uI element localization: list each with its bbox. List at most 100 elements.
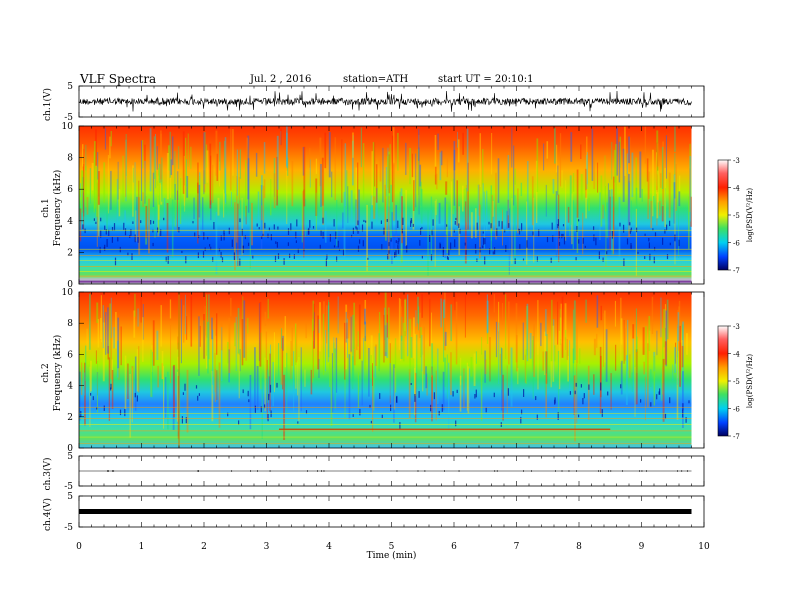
ch1-spec-streak — [641, 188, 643, 202]
ch1-spec-streak — [611, 196, 614, 255]
ch1-spec-speckle — [482, 245, 484, 248]
ch1-spec-streak — [343, 191, 346, 258]
ch2-spec-streak — [152, 320, 155, 366]
ch2-spec-streak — [345, 311, 347, 343]
ch1-spec-speckle — [277, 226, 279, 230]
ch2-spec-streak — [212, 376, 214, 394]
ch1-spec-streak — [273, 158, 276, 197]
ch1-spec-streak — [98, 196, 100, 236]
ch2-spec-streak — [666, 299, 669, 340]
ch2-spec-streak — [429, 298, 431, 347]
ch1-spec-streak — [83, 148, 85, 217]
ch2-spec-streak — [239, 349, 241, 372]
ch1-spec-streak — [606, 202, 609, 238]
ch1-spec-streak — [610, 189, 613, 251]
ch1-spec-streak — [110, 170, 112, 210]
ch2-spec-streak — [137, 308, 139, 327]
ch1-spec-streak — [477, 184, 480, 226]
ch1-spec-streak — [628, 180, 631, 238]
ch1-spec-streak — [372, 142, 375, 210]
ch1-spec-streak — [508, 208, 510, 275]
ch1-spec-streak — [616, 128, 618, 176]
ch2-spec-streak — [184, 294, 186, 335]
x-tick-label: 7 — [514, 542, 520, 552]
ch2-spec-speckle — [554, 399, 556, 405]
ch2-spec-streak — [319, 302, 321, 352]
ch1-spec-speckle — [239, 218, 241, 223]
ch1-spec-streak — [134, 162, 136, 213]
ch2-spec-streak — [198, 316, 200, 376]
ch2-spec-streak — [107, 346, 110, 360]
ch2-spec-streak — [624, 328, 626, 361]
ch2-spec-streak — [266, 369, 269, 403]
ch2-spec-streak — [183, 305, 185, 343]
ch2-spec-streak — [328, 302, 330, 358]
ch1-spec-streak — [355, 199, 357, 235]
ch1-spec-streak — [615, 144, 617, 202]
ch1-spec-speckle — [357, 230, 359, 234]
ch2-spec-speckle — [185, 417, 187, 424]
ch1-spec-streak — [168, 145, 170, 171]
ch2-spec-streak — [470, 357, 473, 377]
ch2-spec-streak — [389, 363, 391, 396]
ch1-spec-streak — [273, 173, 276, 209]
ch1-spec-streak — [82, 144, 84, 167]
ch1-spec-speckle — [505, 245, 507, 252]
ch1-spec-streak — [169, 131, 171, 178]
ch1-spec-speckle — [669, 220, 671, 227]
ch1-spec-streak — [154, 206, 156, 238]
ch2-spec-streak — [593, 374, 595, 395]
ch1-spec-channel-label: ch.1 — [41, 198, 51, 217]
ch2-spec-streak — [540, 322, 542, 347]
ch1-spec-streak — [613, 149, 616, 183]
ch1-spec-speckle — [386, 219, 388, 222]
ch1-spec-streak — [187, 133, 189, 167]
ch1-spec-streak — [341, 139, 343, 203]
ch1-spec-speckle — [421, 226, 423, 230]
ch2-spec-speckle — [297, 421, 299, 424]
ch2-spec-streak — [165, 377, 167, 418]
ch1-spec-streak — [132, 165, 134, 217]
ch2-spec-streak — [245, 325, 247, 361]
ch1-spec-streak — [486, 190, 488, 231]
ch1-spec-streak — [611, 141, 613, 180]
ch1-spec-streak — [572, 200, 575, 249]
ch2-spec-streak — [378, 333, 380, 372]
ch1-spec-streak — [161, 157, 163, 202]
ch2-spec-streak — [587, 365, 590, 420]
ch1-spec-speckle — [178, 227, 180, 233]
ch1-spec-speckle — [194, 232, 196, 237]
ch2-spec-streak — [664, 304, 666, 328]
ch1-spec-streak — [177, 171, 179, 200]
ch2-spec-streak — [645, 326, 647, 372]
ch2-spec-streak — [344, 322, 346, 380]
ch2-spec-streak — [136, 349, 139, 392]
ch1-spec-streak — [370, 195, 373, 227]
ch1-spec-streak — [400, 188, 403, 255]
ch2-spec-streak — [545, 373, 548, 418]
ch1-spec-speckle — [252, 255, 254, 259]
ch1-spec-streak — [103, 162, 106, 203]
ch2-spec-streak — [352, 356, 354, 389]
ch1-spec-streak — [400, 212, 403, 263]
ch2-spec-streak — [84, 372, 86, 396]
ch1-spec-speckle — [551, 222, 553, 230]
ch2-spec-streak — [295, 323, 297, 366]
ch2-spec-speckle — [352, 414, 354, 417]
ch1-spec-streak — [287, 157, 289, 176]
ch2-spec-streak — [243, 300, 246, 358]
ch2-spec-streak — [666, 325, 668, 352]
ch2-spec-streak — [230, 297, 232, 317]
ch2-spec-streak — [329, 363, 331, 387]
ch1-spec-streak — [689, 168, 691, 212]
ch2-spec-streak — [400, 306, 402, 337]
x-axis-label: Time (min) — [367, 550, 417, 561]
ch2-spec-streak — [551, 299, 553, 361]
ch2-spec-streak — [216, 313, 218, 355]
ch1-spec-speckle — [648, 237, 650, 242]
ch1-spec-speckle — [342, 249, 345, 256]
ch2-spec-streak — [204, 305, 206, 336]
ch2-spec-speckle — [520, 416, 522, 424]
ch1-spec-streak — [95, 166, 98, 217]
ch1-spec-streak — [371, 151, 374, 206]
